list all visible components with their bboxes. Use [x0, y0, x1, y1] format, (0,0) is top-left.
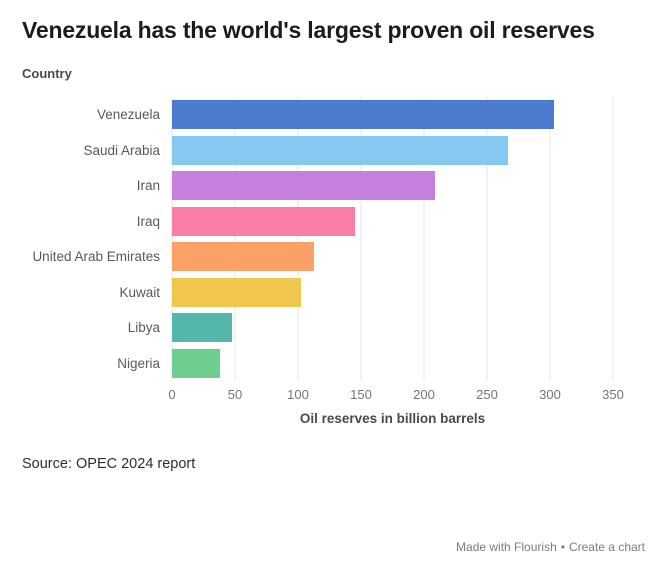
bar-area — [172, 206, 613, 236]
x-axis-tick: 200 — [413, 386, 435, 402]
bar-united-arab-emirates — [172, 242, 315, 272]
y-axis-title: Country — [22, 65, 72, 81]
chart-title: Venezuela has the world's largest proven… — [22, 17, 595, 43]
bar-label: United Arab Emirates — [32, 249, 160, 265]
bar-area — [172, 100, 613, 130]
bar-label: Libya — [127, 320, 160, 336]
x-axis-ticks: 0 50 100 150 200 250 300 350 — [168, 381, 623, 403]
bar-libya — [172, 313, 233, 343]
bar-kuwait — [172, 277, 301, 307]
bar-label: Kuwait — [119, 284, 160, 300]
gridline — [423, 96, 425, 381]
bar-label: Saudi Arabia — [83, 142, 160, 158]
bar-area — [172, 242, 613, 272]
bar-venezuela — [172, 100, 554, 130]
bar-row: United Arab Emirates — [22, 239, 613, 275]
x-axis-tick: 350 — [602, 386, 624, 402]
bar-label: Iraq — [136, 213, 160, 229]
flourish-credit: Made with Flourish • Create a chart — [456, 540, 645, 554]
plot-area: Venezuela Saudi Arabia Iran Iraq United Arab… — [22, 96, 614, 381]
x-axis-tick: 300 — [539, 386, 561, 402]
bar-row: Iran — [22, 168, 613, 204]
x-axis-tick: 0 — [168, 386, 176, 402]
bar-area — [172, 135, 613, 165]
bar-saudi-arabia — [172, 135, 509, 165]
bar-row: Saudi Arabia — [22, 132, 613, 168]
gridline — [549, 96, 551, 381]
bar-area — [172, 348, 613, 378]
bar-label: Iran — [136, 178, 160, 194]
gridline — [486, 96, 488, 381]
gridline — [612, 96, 614, 381]
bar-chart: Venezuela Saudi Arabia Iran Iraq United Arab… — [22, 96, 645, 426]
create-chart-link[interactable]: Create a chart — [568, 540, 645, 554]
bar-row: Iraq — [22, 203, 613, 239]
grid-layer — [171, 96, 614, 381]
credit-separator: • — [560, 540, 565, 554]
x-axis-tick: 250 — [476, 386, 498, 402]
source-text: Source: OPEC 2024 report — [22, 455, 196, 472]
bar-area — [172, 313, 613, 343]
x-axis-tick: 150 — [350, 386, 372, 402]
made-with-flourish-link[interactable]: Made with Flourish — [456, 540, 557, 554]
gridline — [234, 96, 236, 381]
bar-iraq — [172, 206, 355, 236]
bar-area — [172, 171, 613, 201]
x-axis-tick: 50 — [227, 386, 243, 402]
bar-label: Venezuela — [96, 107, 160, 123]
gridline — [360, 96, 362, 381]
bar-row: Libya — [22, 310, 613, 346]
gridline — [171, 96, 173, 381]
bar-row: Kuwait — [22, 274, 613, 310]
bar-row: Venezuela — [22, 97, 613, 133]
bar-row: Nigeria — [22, 345, 613, 381]
bar-area — [172, 277, 613, 307]
x-axis-tick: 100 — [287, 386, 309, 402]
bar-iran — [172, 171, 436, 201]
gridline — [297, 96, 299, 381]
x-axis-title: Oil reserves in billion barrels — [299, 410, 486, 426]
bar-nigeria — [172, 348, 220, 378]
bar-rows: Venezuela Saudi Arabia Iran Iraq United Arab… — [22, 97, 613, 381]
bar-label: Nigeria — [117, 355, 160, 371]
